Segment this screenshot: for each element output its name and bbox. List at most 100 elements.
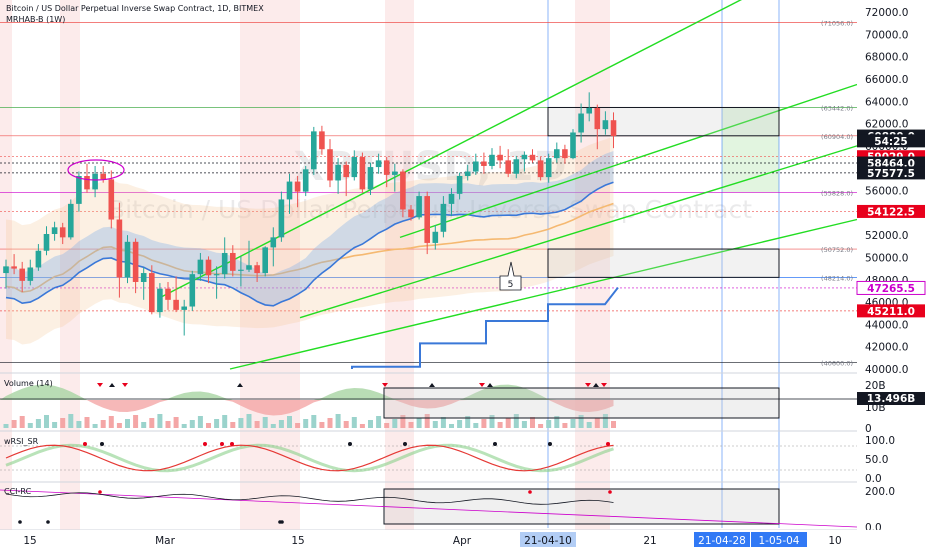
cci-marker	[608, 490, 612, 494]
candle[interactable]	[610, 112, 617, 149]
candle[interactable]	[335, 158, 341, 194]
candle[interactable]	[456, 172, 463, 200]
candle[interactable]	[173, 276, 179, 313]
candle[interactable]	[68, 199, 74, 240]
cci-box[interactable]	[383, 488, 780, 525]
candle[interactable]	[11, 254, 17, 275]
candle[interactable]	[570, 129, 576, 160]
candle[interactable]	[383, 157, 390, 188]
candle[interactable]	[302, 165, 309, 197]
candle[interactable]	[189, 270, 196, 311]
candle[interactable]	[481, 152, 487, 174]
candle[interactable]	[448, 188, 455, 217]
candle[interactable]	[392, 163, 398, 192]
highlight-ellipse[interactable]	[67, 159, 125, 181]
volume-bar	[465, 416, 471, 428]
candle[interactable]	[230, 245, 236, 277]
candle[interactable]	[286, 173, 293, 214]
candle[interactable]	[262, 246, 268, 277]
candle-body	[116, 219, 123, 278]
candle[interactable]	[586, 92, 592, 122]
candle[interactable]	[327, 139, 333, 188]
candle[interactable]	[116, 202, 123, 298]
candle[interactable]	[221, 237, 228, 279]
candle[interactable]	[92, 165, 98, 198]
candle[interactable]	[59, 222, 66, 245]
candle[interactable]	[529, 149, 536, 163]
time-axis-label[interactable]: 1-05-04	[751, 532, 807, 547]
candle[interactable]	[554, 142, 560, 163]
candle[interactable]	[408, 205, 414, 221]
time-axis-label[interactable]: Apr	[453, 535, 472, 547]
volume-bar	[384, 423, 390, 428]
candle[interactable]	[521, 151, 528, 172]
candle[interactable]	[149, 265, 155, 315]
candle[interactable]	[124, 235, 131, 284]
candle[interactable]	[594, 104, 601, 150]
candle[interactable]	[238, 256, 244, 287]
candle[interactable]	[400, 169, 406, 218]
volume-bar	[521, 421, 527, 428]
time-axis-label[interactable]: 15	[291, 535, 304, 547]
time-axis-label[interactable]: 15	[23, 535, 36, 547]
candle[interactable]	[505, 149, 511, 178]
volume-box[interactable]	[383, 387, 780, 419]
candle[interactable]	[246, 240, 252, 272]
range-box-lower[interactable]	[547, 248, 780, 278]
candle[interactable]	[35, 244, 42, 271]
candle[interactable]	[157, 283, 163, 318]
ma-slow-line	[5, 202, 614, 293]
candle[interactable]	[367, 162, 374, 195]
candle[interactable]	[416, 191, 422, 220]
time-label-text: 21-04-28	[698, 535, 746, 547]
time-axis-label[interactable]: 21	[643, 535, 656, 547]
candle[interactable]	[278, 191, 285, 242]
candle-body	[165, 288, 171, 300]
candle[interactable]	[3, 259, 9, 289]
candle[interactable]	[311, 126, 317, 175]
candle[interactable]	[132, 238, 139, 294]
volume-bar	[368, 420, 373, 428]
candle[interactable]	[254, 261, 260, 282]
candle[interactable]	[473, 153, 479, 175]
candle[interactable]	[489, 148, 495, 170]
candle[interactable]	[270, 227, 277, 267]
time-axis-label[interactable]: 21-04-28	[694, 532, 750, 547]
candle[interactable]	[602, 111, 609, 135]
candle[interactable]	[578, 103, 584, 143]
time-axis-label[interactable]: 10	[828, 535, 841, 547]
candle[interactable]	[440, 196, 447, 238]
candle[interactable]	[19, 261, 25, 293]
candle[interactable]	[562, 144, 568, 164]
candle[interactable]	[140, 267, 147, 300]
candle[interactable]	[464, 164, 471, 181]
annotation-callout[interactable]: 5	[499, 261, 522, 291]
candle[interactable]	[545, 153, 552, 183]
time-axis-label[interactable]: 21-04-10	[520, 532, 576, 547]
candle[interactable]	[319, 125, 325, 155]
time-axis-label[interactable]: Mar	[155, 535, 175, 547]
candle[interactable]	[424, 191, 430, 255]
candle[interactable]	[43, 226, 50, 256]
candle[interactable]	[359, 152, 366, 193]
candle[interactable]	[213, 266, 220, 299]
candle[interactable]	[197, 252, 204, 281]
candle[interactable]	[165, 281, 171, 310]
candle[interactable]	[51, 221, 58, 241]
candle[interactable]	[27, 259, 34, 286]
candle[interactable]	[513, 155, 520, 179]
candle[interactable]	[537, 157, 544, 181]
candle[interactable]	[181, 299, 187, 336]
candle[interactable]	[205, 256, 212, 284]
volume-bar	[68, 414, 74, 428]
candle[interactable]	[294, 175, 301, 208]
candle[interactable]	[351, 150, 358, 181]
candle[interactable]	[432, 225, 439, 250]
candle[interactable]	[108, 170, 115, 229]
candle[interactable]	[84, 163, 90, 193]
candle[interactable]	[343, 161, 349, 197]
candle[interactable]	[375, 153, 382, 174]
candle[interactable]	[497, 145, 503, 169]
price-label-bg	[857, 166, 925, 180]
